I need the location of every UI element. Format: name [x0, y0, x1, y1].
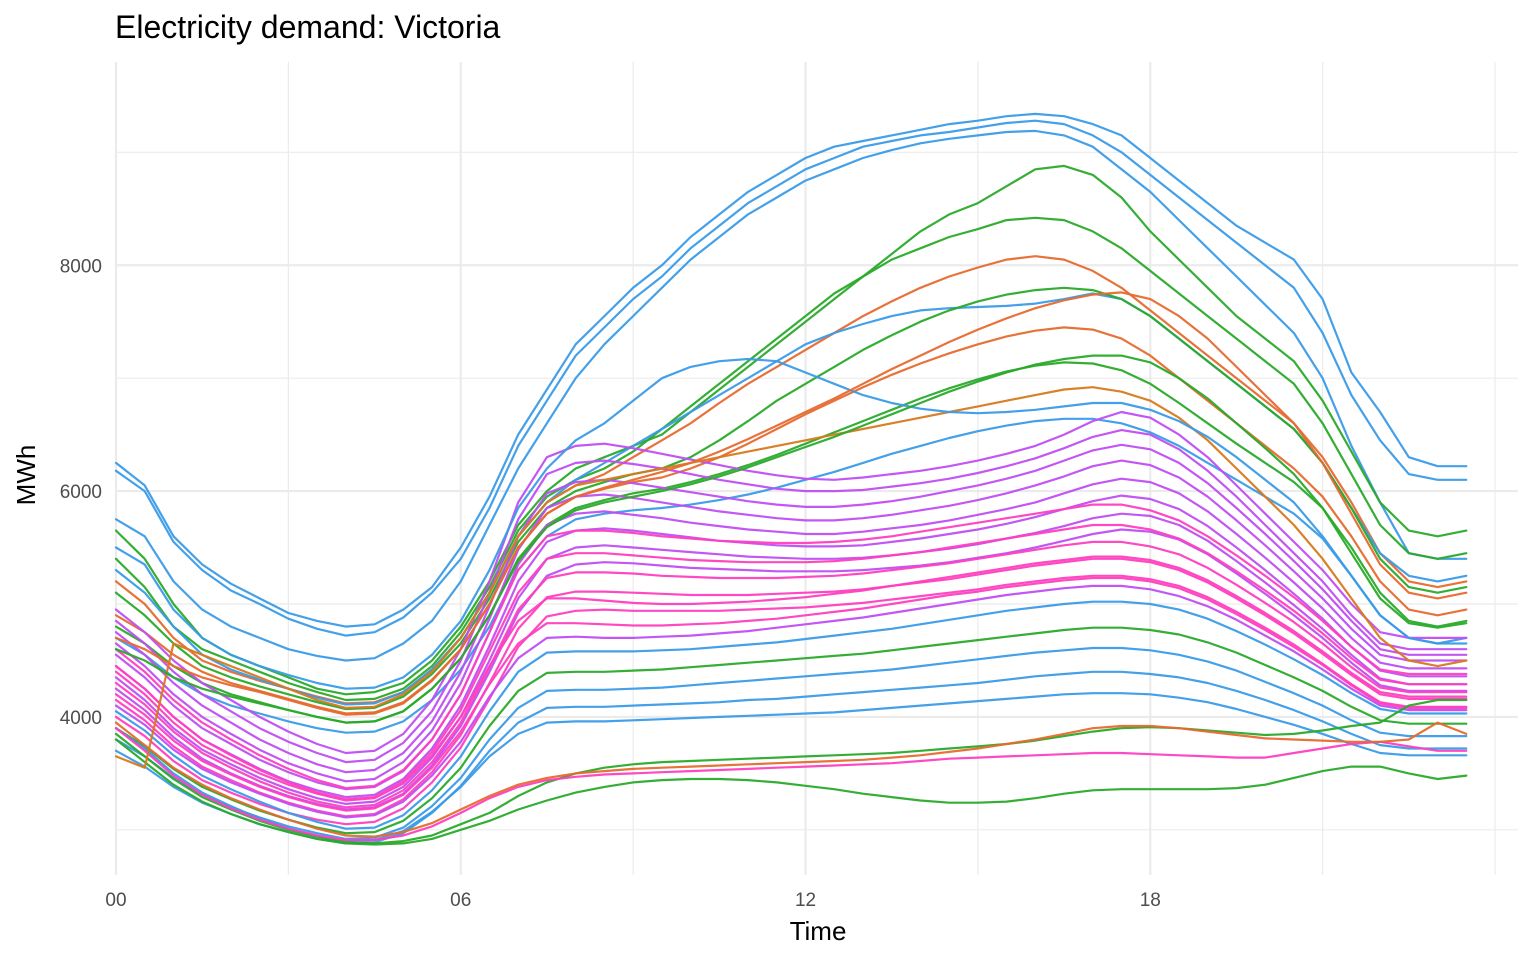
chart-title: Electricity demand: Victoria	[115, 9, 501, 45]
series-line-39	[114, 291, 1468, 716]
series-line-29	[114, 626, 1468, 835]
series-line-5	[114, 216, 1468, 702]
major-gridlines	[114, 62, 1518, 875]
series-line-26	[114, 576, 1468, 812]
minor-gridlines	[116, 62, 1518, 875]
y-tick-label: 6000	[60, 482, 102, 503]
series-line-3	[114, 129, 1468, 662]
y-tick-label: 4000	[60, 708, 102, 729]
series-line-21	[114, 523, 1468, 801]
series-line-38	[114, 357, 1468, 690]
series-line-40	[114, 354, 1468, 724]
x-tick-label: 00	[105, 890, 126, 911]
x-tick-label: 12	[795, 890, 816, 911]
series-line-22	[114, 540, 1468, 809]
series-line-11	[114, 417, 1468, 734]
series-line-24	[114, 574, 1468, 826]
x-axis-title: Time	[790, 916, 847, 946]
x-tick-label: 18	[1140, 890, 1161, 911]
series-line-28	[114, 600, 1468, 830]
series-line-14	[114, 443, 1468, 774]
series-line-34	[114, 738, 1468, 846]
series-line-16	[114, 477, 1468, 791]
series-line-4	[114, 164, 1468, 696]
series-line-13	[114, 429, 1468, 764]
x-axis-tick-labels: 00 06 12 18	[105, 890, 1160, 911]
series-line-20	[114, 503, 1468, 790]
y-axis-tick-labels: 4000 6000 8000	[60, 256, 102, 729]
series-line-2	[114, 119, 1468, 637]
series-line-35	[114, 727, 1468, 842]
series-line-25	[114, 555, 1468, 802]
y-axis-title: MWh	[11, 445, 41, 506]
series-line-36	[114, 721, 1468, 838]
series-line-8	[114, 286, 1468, 711]
series-line-33	[114, 698, 1468, 845]
x-tick-label: 06	[450, 890, 471, 911]
series-lines	[114, 112, 1468, 846]
y-tick-label: 8000	[60, 256, 102, 277]
series-line-12	[114, 410, 1468, 755]
series-line-27	[114, 584, 1468, 819]
series-line-15	[114, 459, 1468, 783]
series-line-1	[114, 112, 1468, 628]
series-line-18	[114, 512, 1468, 806]
series-line-37	[114, 386, 1468, 769]
series-line-17	[114, 494, 1468, 799]
series-line-30	[114, 646, 1468, 841]
